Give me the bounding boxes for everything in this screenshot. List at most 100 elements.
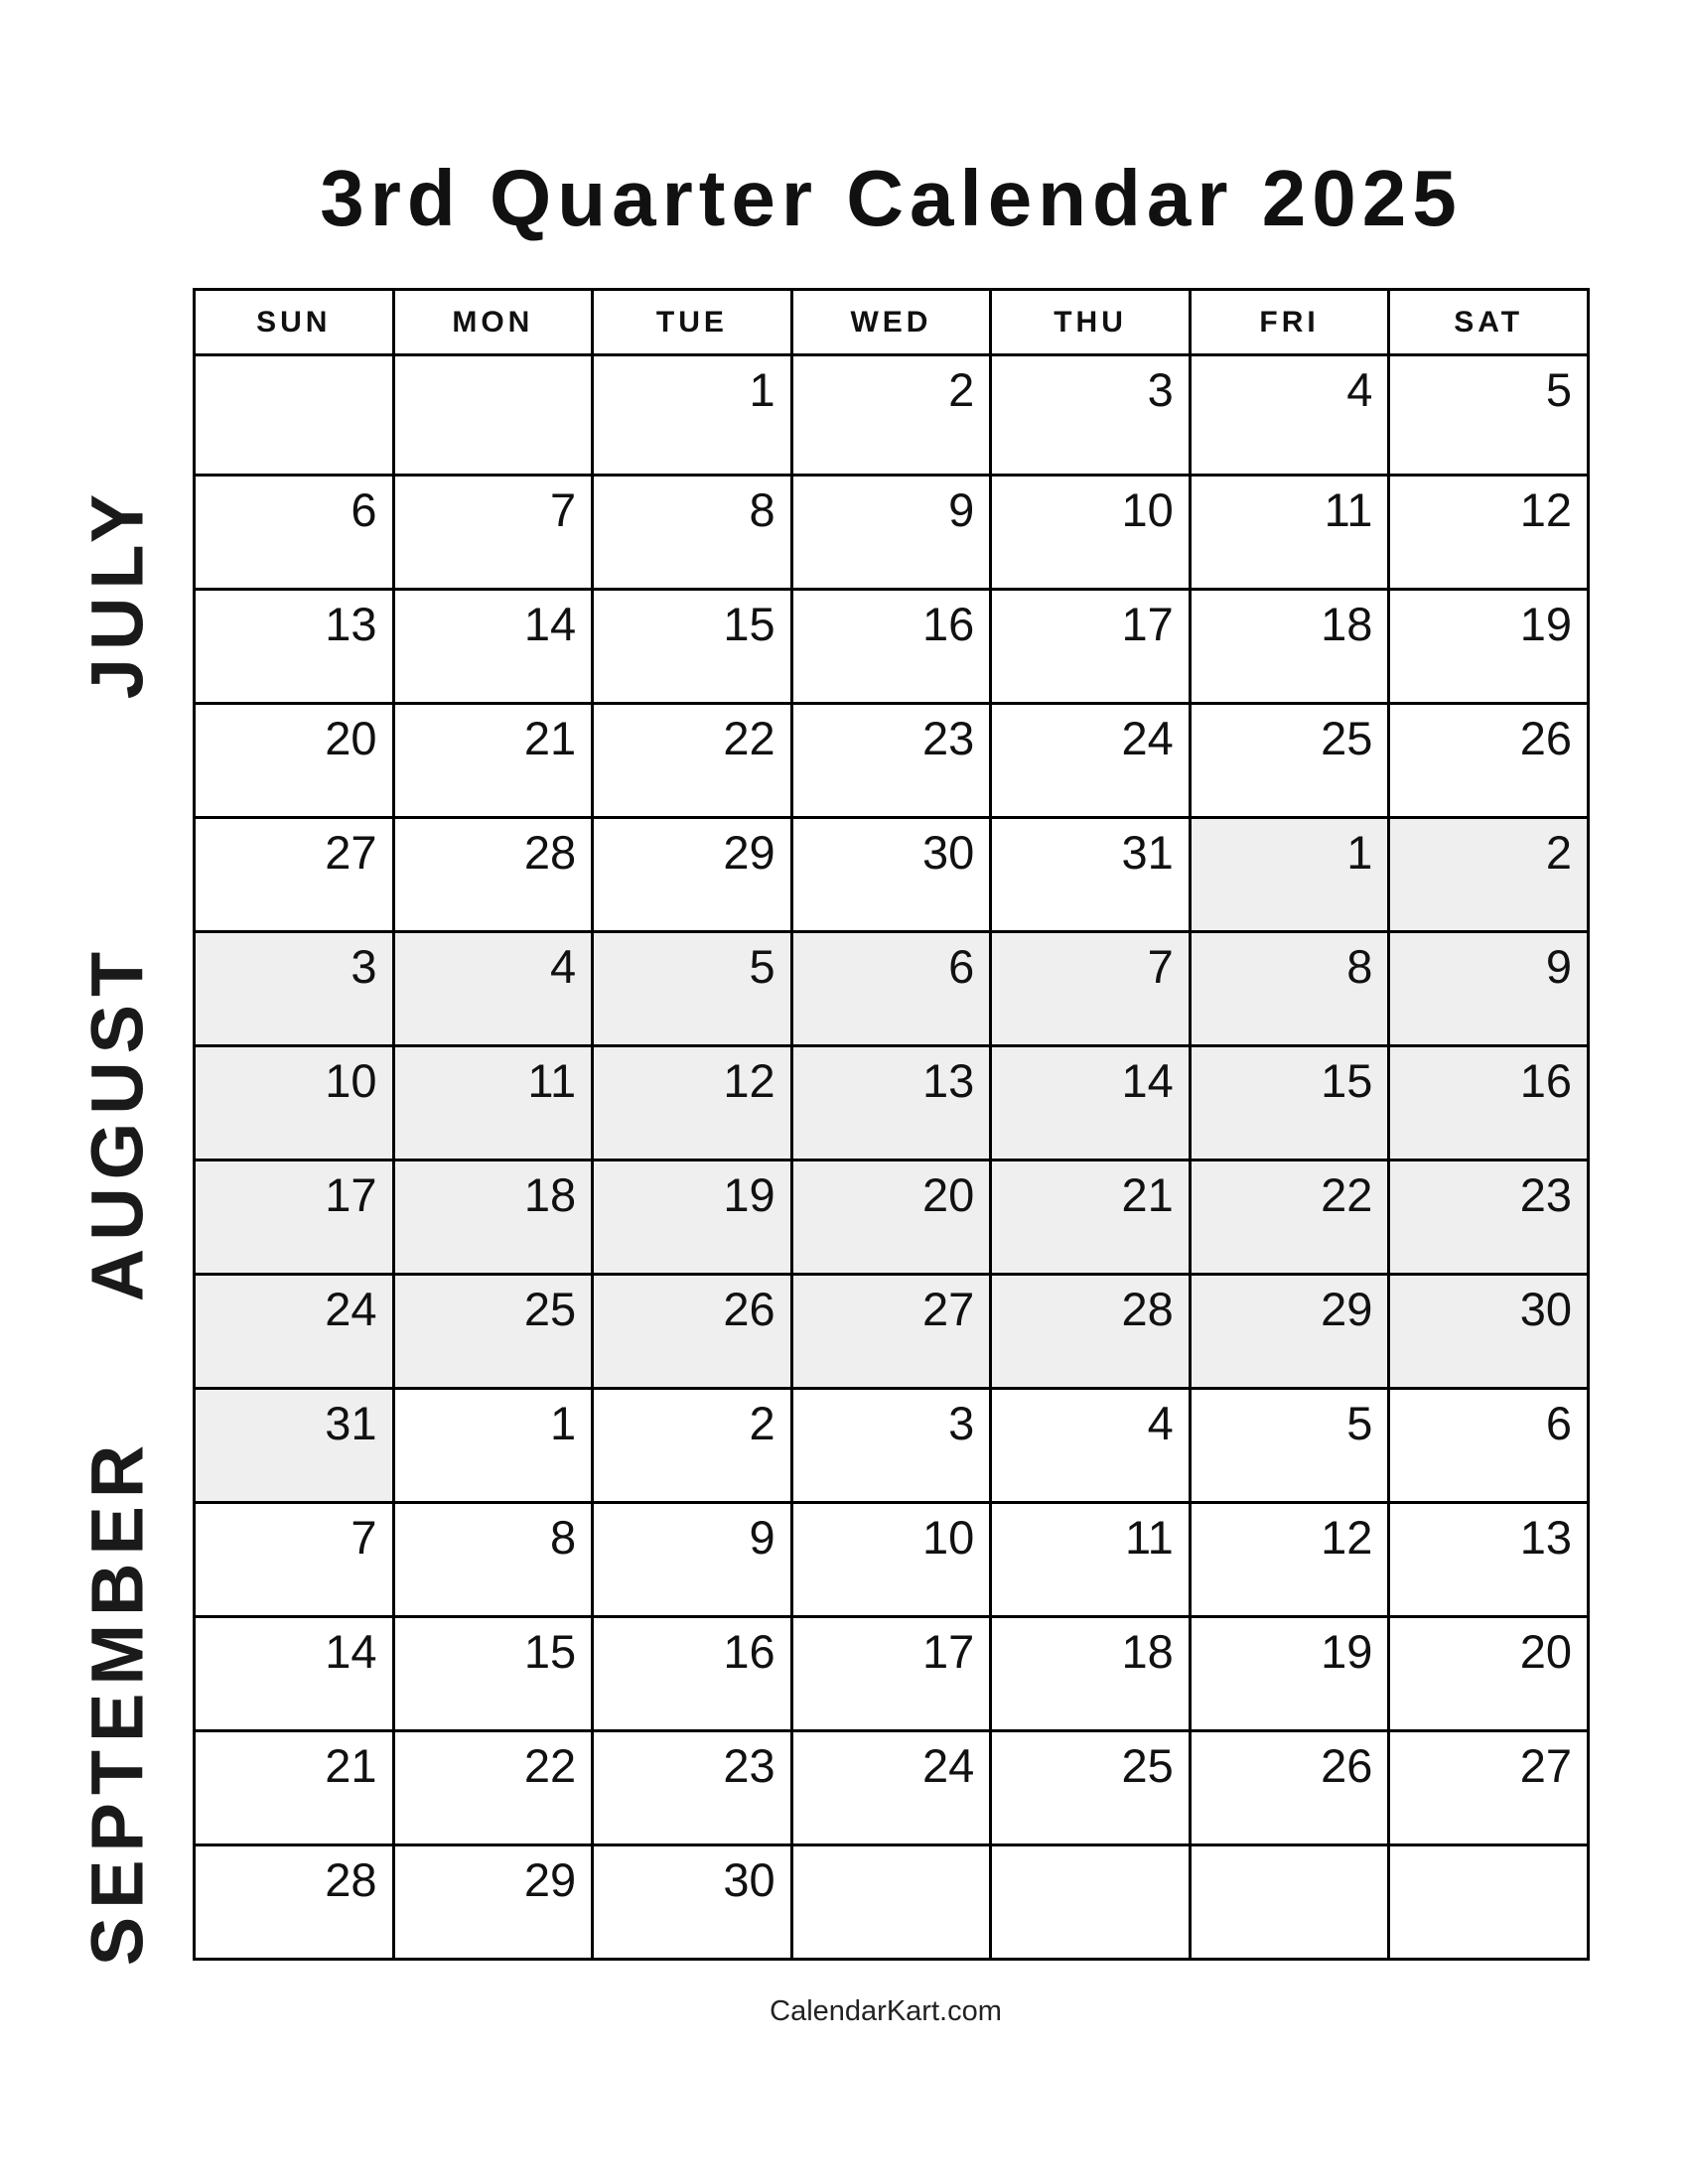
day-cell: 27 [789, 1273, 993, 1390]
day-cell: 24 [789, 1729, 993, 1846]
day-cell: 3 [989, 353, 1192, 477]
day-cell: 24 [193, 1273, 395, 1390]
day-number: 15 [1321, 1054, 1373, 1107]
day-cell: 18 [989, 1615, 1192, 1732]
day-number: 3 [351, 940, 377, 993]
month-label-september: SEPTEMBER [75, 1436, 159, 1967]
day-number [1390, 1846, 1587, 1856]
day-number [992, 1846, 1189, 1856]
day-cell: 18 [1188, 588, 1391, 705]
day-cell: 14 [193, 1615, 395, 1732]
day-number: 17 [921, 1625, 975, 1678]
day-number: 15 [723, 598, 775, 650]
day-cell: 7 [193, 1501, 395, 1618]
day-number: 13 [921, 1054, 975, 1107]
day-number: 21 [1121, 1168, 1174, 1221]
day-number: 11 [1324, 483, 1373, 536]
day-number: 21 [325, 1739, 377, 1792]
day-cell: 12 [1387, 474, 1590, 591]
day-cell: 28 [193, 1843, 395, 1961]
day-cell: 13 [1387, 1501, 1590, 1618]
day-cell: 31 [193, 1387, 395, 1504]
week-row: 14 15 16 17 18 19 20 [193, 1615, 1590, 1732]
day-number: 2 [1545, 826, 1572, 879]
week-row: 17 18 19 20 21 22 23 [193, 1159, 1590, 1276]
day-number: 27 [921, 1283, 975, 1335]
day-number: 9 [1545, 940, 1572, 993]
day-cell: 5 [591, 930, 793, 1047]
day-cell: 1 [591, 353, 793, 477]
day-cell: 7 [391, 474, 595, 591]
day-number: 21 [523, 712, 577, 764]
day-number: 11 [1125, 1511, 1174, 1564]
day-number: 4 [549, 940, 577, 993]
day-number: 16 [723, 1625, 775, 1678]
day-number: 22 [723, 712, 775, 764]
day-number: 7 [351, 1511, 377, 1564]
day-cell: 26 [1387, 702, 1590, 819]
day-number: 24 [1121, 712, 1174, 764]
day-cell [989, 1843, 1192, 1961]
weekday-header-fri: FRI [1188, 288, 1391, 356]
day-cell: 25 [391, 1273, 595, 1390]
day-number: 22 [523, 1739, 577, 1792]
day-cell: 14 [989, 1044, 1192, 1161]
day-number: 28 [1121, 1283, 1174, 1335]
day-cell: 28 [391, 816, 595, 933]
day-cell: 23 [789, 702, 993, 819]
weekday-header-mon: MON [391, 288, 595, 356]
day-cell: 26 [1188, 1729, 1391, 1846]
day-number: 20 [921, 1168, 975, 1221]
day-cell: 16 [789, 588, 993, 705]
week-row: 28 29 30 [193, 1843, 1590, 1961]
day-number: 5 [749, 940, 775, 993]
day-cell: 19 [1387, 588, 1590, 705]
day-number: 26 [1321, 1739, 1373, 1792]
day-cell: 11 [989, 1501, 1192, 1618]
day-number: 17 [1121, 598, 1174, 650]
day-number: 9 [948, 483, 975, 536]
day-cell: 30 [591, 1843, 793, 1961]
day-cell: 17 [989, 588, 1192, 705]
day-number: 22 [1321, 1168, 1373, 1221]
day-number: 16 [921, 598, 975, 650]
day-cell: 10 [789, 1501, 993, 1618]
day-number: 6 [948, 940, 975, 993]
day-cell: 4 [989, 1387, 1192, 1504]
day-number: 29 [723, 826, 775, 879]
page-title: 3rd Quarter Calendar 2025 [320, 154, 1463, 242]
day-number: 31 [325, 1397, 377, 1449]
day-cell: 22 [591, 702, 793, 819]
day-cell: 4 [1188, 353, 1391, 477]
calendar-grid: SUN MON TUE WED THU FRI SAT 1 2 3 4 5 6 7 8 9 10 11 12 13 1… [193, 288, 1590, 1961]
day-cell: 19 [591, 1159, 793, 1276]
day-number: 20 [1519, 1625, 1572, 1678]
day-cell: 17 [789, 1615, 993, 1732]
day-number: 18 [523, 1168, 577, 1221]
week-row: 13 14 15 16 17 18 19 [193, 588, 1590, 705]
day-number: 9 [749, 1511, 775, 1564]
day-cell: 27 [1387, 1729, 1590, 1846]
day-number: 23 [723, 1739, 775, 1792]
day-number: 1 [549, 1397, 577, 1449]
day-number: 30 [1519, 1283, 1572, 1335]
day-cell: 8 [591, 474, 793, 591]
day-number: 2 [749, 1397, 775, 1449]
weekday-header-sun: SUN [193, 288, 395, 356]
week-row: 21 22 23 24 25 26 27 [193, 1729, 1590, 1846]
day-cell: 8 [1188, 930, 1391, 1047]
day-cell: 3 [789, 1387, 993, 1504]
day-cell: 20 [1387, 1615, 1590, 1732]
day-number: 25 [1321, 712, 1373, 764]
day-cell: 10 [193, 1044, 395, 1161]
day-number: 2 [948, 363, 975, 416]
month-label-july: JULY [75, 485, 159, 700]
day-cell: 15 [1188, 1044, 1391, 1161]
day-number: 14 [523, 598, 577, 650]
day-number: 28 [523, 826, 577, 879]
footer-site-name: CalendarKart.com [770, 1995, 1002, 2027]
day-cell [1188, 1843, 1391, 1961]
day-cell: 24 [989, 702, 1192, 819]
day-cell: 30 [789, 816, 993, 933]
day-number: 5 [1545, 363, 1572, 416]
